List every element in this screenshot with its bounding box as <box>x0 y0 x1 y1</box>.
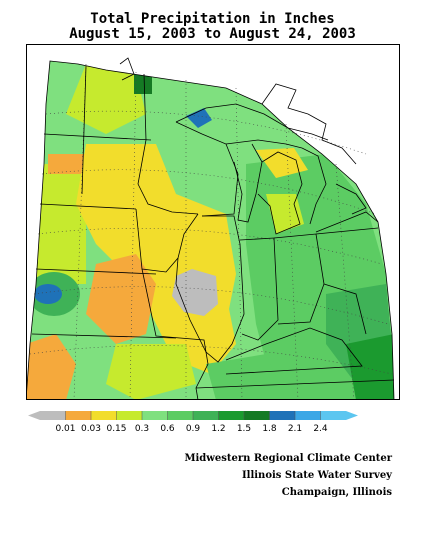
legend-label: 0.01 <box>55 424 75 434</box>
latitude-line <box>37 228 383 265</box>
legend-label: 0.3 <box>135 424 149 434</box>
michigan-shore <box>257 151 303 235</box>
southeast-darkgreen <box>346 334 394 400</box>
color-legend: 0.01 0.03 0.15 0.3 0.6 0.9 1.2 1.5 1.8 2.1 2.4 <box>28 411 358 434</box>
legend-label: 1.8 <box>262 424 277 434</box>
west-blue-cell <box>34 284 62 304</box>
legend-arrow-high <box>320 411 358 420</box>
legend-label: 2.1 <box>288 424 302 434</box>
state-line <box>175 121 239 217</box>
credit-location: Champaign, Illinois <box>281 487 392 498</box>
state-line <box>225 327 363 375</box>
lake-superior-shore <box>175 103 329 141</box>
state-line <box>35 268 157 275</box>
legend-swatch <box>244 411 270 420</box>
state-boundaries <box>26 57 395 400</box>
michigan-lime-patch <box>266 194 304 234</box>
canadian-shoreline <box>261 83 357 165</box>
superior-blue-cell <box>186 108 212 128</box>
state-line <box>323 283 367 335</box>
legend-swatch <box>116 411 142 420</box>
state-line <box>137 73 199 215</box>
legend-arrow-low <box>28 411 66 420</box>
lake-erie-shore <box>315 211 379 233</box>
map-date-range: August 15, 2003 to August 24, 2003 <box>69 26 356 42</box>
state-line <box>31 333 177 339</box>
south-orange-patch <box>26 334 76 400</box>
lake-huron-shore <box>301 147 327 225</box>
legend-label: 1.2 <box>211 424 225 434</box>
legend-swatch <box>269 411 295 420</box>
legend-label: 1.5 <box>237 424 251 434</box>
legend-swatch <box>142 411 168 420</box>
state-line <box>175 215 245 363</box>
credit-survey: Illinois State Water Survey <box>241 470 392 481</box>
map-frame <box>26 44 400 400</box>
state-line <box>195 379 395 389</box>
longitude-line <box>235 87 243 400</box>
central-orange-band <box>86 254 156 344</box>
legend-swatch <box>295 411 321 420</box>
north-darkgreen-cell <box>134 72 152 94</box>
legend-swatch <box>91 411 117 420</box>
state-line <box>43 133 152 141</box>
legend-label: 0.6 <box>160 424 175 434</box>
state-line <box>39 203 137 210</box>
state-line <box>81 65 87 195</box>
legend-swatch <box>218 411 244 420</box>
latitude-line <box>33 286 389 325</box>
legend-label: 0.03 <box>81 424 101 434</box>
south-lime-patch <box>106 344 196 400</box>
credit-center: Midwestern Regional Climate Center <box>184 453 392 464</box>
west-orange-region <box>48 154 88 174</box>
north-lime-patch <box>66 64 146 134</box>
legend-label: 0.9 <box>186 424 201 434</box>
michigan-yellow-patch <box>256 148 308 178</box>
state-line <box>315 227 379 235</box>
canadian-shoreline <box>119 57 135 81</box>
map-title: Total Precipitation in Inches <box>90 11 335 27</box>
legend-swatch <box>193 411 219 420</box>
south-green-patch <box>206 354 286 400</box>
state-line <box>135 208 199 273</box>
latitude-line <box>41 169 377 215</box>
ontario-shore <box>335 183 367 215</box>
state-line <box>239 237 279 341</box>
legend-label: 0.15 <box>106 424 126 434</box>
precipitation-map <box>26 44 400 400</box>
legend-swatch <box>167 411 193 420</box>
legend-swatch <box>65 411 91 420</box>
upper-peninsula-shore <box>225 139 303 149</box>
longitude-line <box>129 71 137 400</box>
legend-label: 2.4 <box>313 424 328 434</box>
